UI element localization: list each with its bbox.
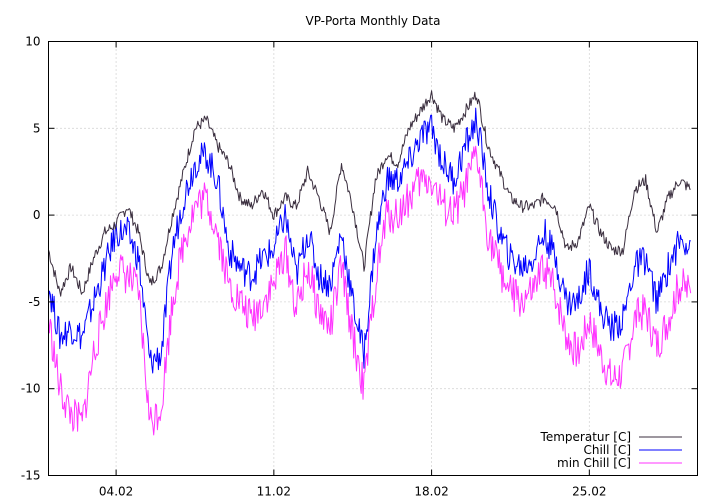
series-group <box>48 90 692 436</box>
legend-label-chill-c: Chill [C] <box>583 443 631 457</box>
x-tick-label: 25.02 <box>572 485 606 499</box>
series-line-min-chill-c <box>48 145 692 436</box>
y-tick-label: -10 <box>21 382 41 396</box>
y-tick-label: 0 <box>33 208 41 222</box>
grid <box>48 41 698 476</box>
legend: Temperatur [C]Chill [C]min Chill [C] <box>540 430 682 470</box>
legend-label-min-chill-c: min Chill [C] <box>557 456 631 470</box>
y-tick-label: -15 <box>21 469 41 483</box>
legend-label-temperatur-c: Temperatur [C] <box>540 430 631 444</box>
series-line-chill-c <box>48 107 691 374</box>
x-tick-label: 18.02 <box>414 485 448 499</box>
y-tick-label: 10 <box>25 35 40 49</box>
chart-title: VP-Porta Monthly Data <box>306 14 441 28</box>
x-tick-label: 11.02 <box>257 485 291 499</box>
plot-frame <box>48 41 698 476</box>
y-tick-label: 5 <box>33 121 41 135</box>
y-tick-label: -5 <box>29 295 41 309</box>
ticks: -15 -10 -5 0 5 10 04.02 11.02 18.02 25.02 <box>21 35 698 499</box>
series-line-temperatur-c <box>48 90 691 297</box>
x-tick-label: 04.02 <box>99 485 133 499</box>
